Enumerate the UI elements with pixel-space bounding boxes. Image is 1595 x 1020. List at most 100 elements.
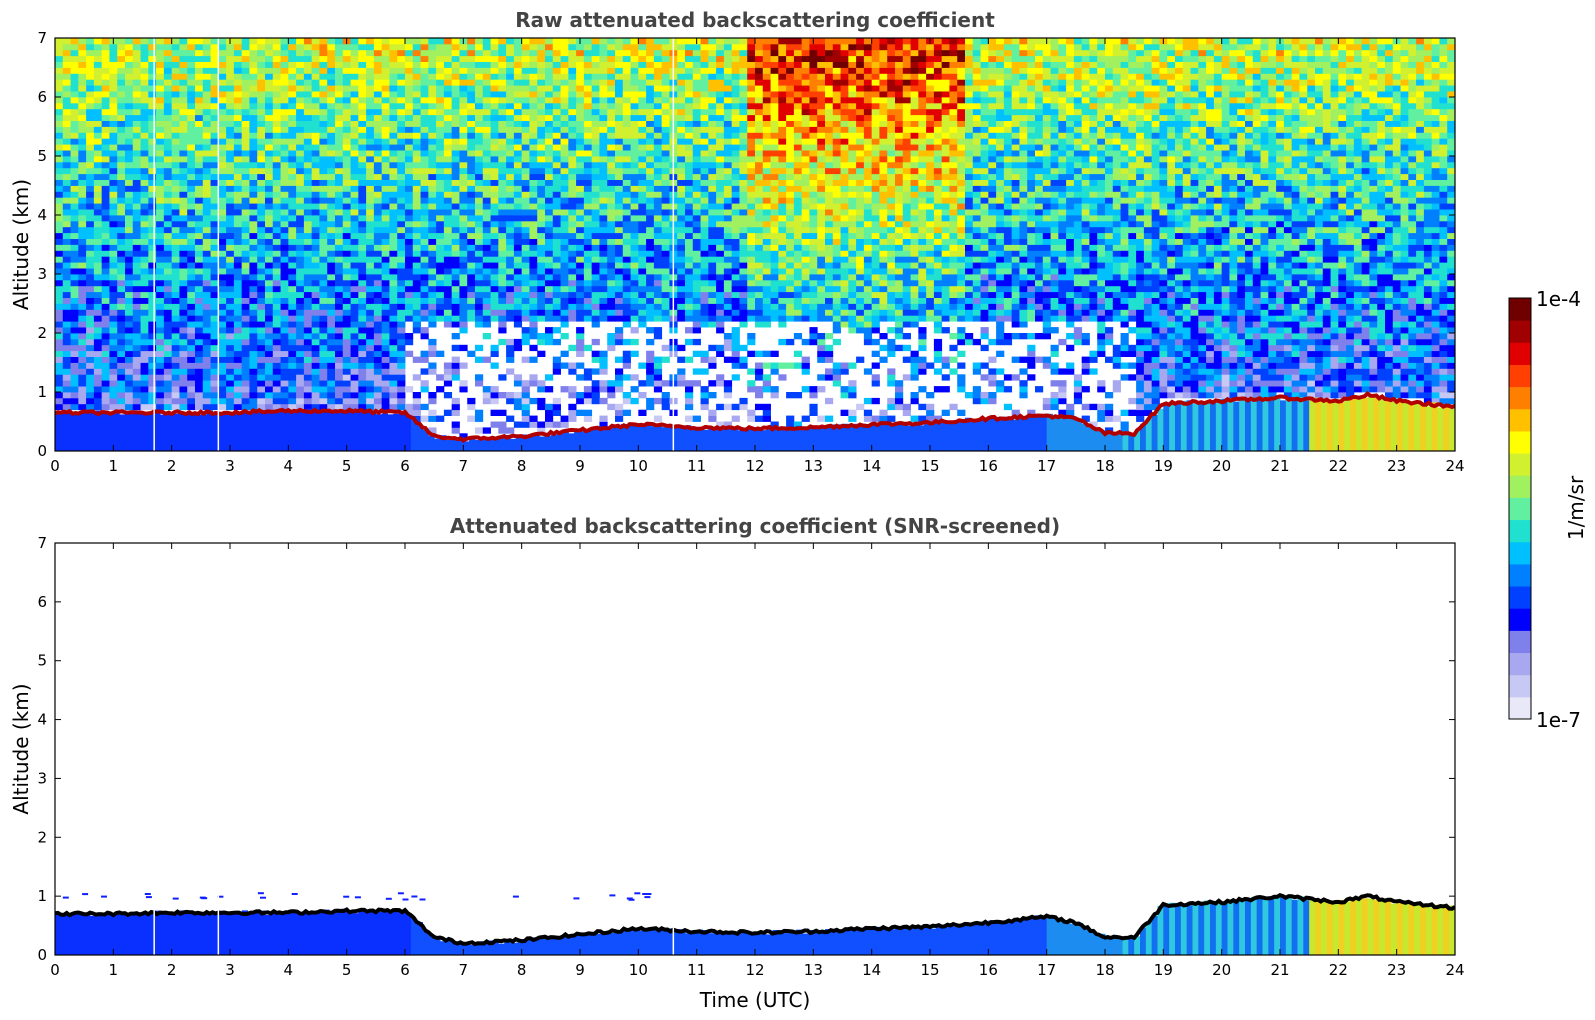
noise-cell (272, 386, 281, 393)
noise-cell (529, 179, 538, 186)
noise-cell (233, 386, 243, 393)
noise-cell (428, 144, 437, 151)
noise-cell (109, 362, 118, 369)
noise-cell (615, 61, 624, 68)
noise-cell (86, 85, 95, 92)
noise-cell (545, 85, 554, 92)
noise-cell (405, 67, 414, 74)
noise-cell (552, 215, 561, 222)
noise-cell (163, 297, 173, 304)
noise-cell (591, 179, 600, 186)
noise-cell (132, 238, 141, 245)
noise-cell (257, 173, 266, 180)
noise-cell (591, 368, 600, 375)
noise-cell (179, 397, 188, 405)
noise-cell (265, 386, 274, 393)
noise-cell (202, 350, 211, 357)
noise-cell (366, 185, 375, 192)
noise-cell (210, 309, 219, 316)
noise-cell (62, 144, 71, 151)
noise-cell (101, 209, 110, 216)
noise-cell (327, 338, 336, 346)
noise-cell (70, 167, 79, 175)
noise-cell (405, 303, 414, 310)
noise-cell (529, 156, 538, 163)
noise-cell (529, 374, 538, 381)
noise-cell (202, 285, 211, 293)
noise-cell (498, 144, 507, 151)
noise-cell (420, 291, 429, 298)
noise-cell (249, 244, 258, 251)
noise-cell (607, 380, 616, 387)
noise-cell (358, 114, 367, 121)
noise-cell (397, 333, 406, 340)
noise-cell (381, 232, 390, 239)
noise-cell (490, 132, 499, 139)
noise-cell (163, 356, 173, 363)
noise-cell (109, 262, 118, 269)
noise-cell (661, 397, 670, 405)
noise-cell (78, 380, 87, 387)
noise-cell (117, 97, 126, 104)
noise-cell (373, 238, 383, 245)
noise-cell (646, 97, 655, 104)
noise-cell (179, 279, 188, 287)
noise-cell (218, 220, 227, 228)
noise-cell (622, 144, 631, 151)
noise-cell (117, 368, 126, 375)
noise-cell (436, 209, 445, 216)
noise-cell (171, 49, 180, 57)
noise-cell (93, 386, 103, 393)
noise-cell (498, 132, 507, 139)
noise-cell (521, 161, 530, 169)
noise-cell (109, 291, 118, 298)
noise-cell (412, 61, 421, 68)
noise-cell (55, 392, 64, 399)
noise-cell (86, 368, 95, 375)
noise-cell (233, 285, 243, 293)
noise-cell (62, 203, 71, 210)
noise-cell (443, 321, 453, 328)
noise-cell (537, 350, 546, 357)
noise-cell (179, 161, 188, 169)
noise-cell (241, 380, 250, 387)
noise-cell (537, 291, 546, 298)
noise-cell (187, 161, 196, 169)
noise-cell (311, 297, 320, 304)
noise-cell (420, 97, 429, 104)
noise-cell (288, 132, 297, 139)
noise-cell (335, 315, 344, 322)
noise-cell (700, 403, 709, 411)
noise-cell (148, 374, 157, 381)
noise-cell (78, 120, 87, 127)
noise-cell (521, 126, 530, 133)
noise-cell (607, 203, 616, 210)
noise-cell (202, 344, 211, 352)
noise-cell (685, 297, 694, 304)
noise-cell (560, 333, 569, 340)
noise-cell (568, 244, 577, 251)
noise-cell (55, 315, 64, 322)
noise-cell (389, 380, 398, 387)
noise-cell (218, 67, 227, 74)
noise-cell (171, 85, 180, 92)
noise-cell (615, 191, 624, 198)
noise-cell (233, 279, 243, 287)
noise-cell (195, 333, 204, 340)
noise-cell (653, 279, 663, 287)
noise-cell (490, 256, 499, 263)
noise-cell (576, 203, 585, 210)
noise-cell (537, 397, 546, 405)
noise-cell (576, 309, 585, 316)
noise-cell (482, 126, 491, 133)
noise-cell (233, 321, 243, 328)
noise-cell (568, 61, 577, 68)
noise-cell (78, 238, 87, 245)
noise-cell (125, 73, 134, 80)
noise-cell (599, 356, 608, 363)
noise-cell (163, 43, 173, 51)
noise-cell (257, 250, 266, 257)
noise-cell (428, 102, 437, 110)
noise-cell (280, 220, 289, 228)
noise-cell (296, 220, 305, 228)
